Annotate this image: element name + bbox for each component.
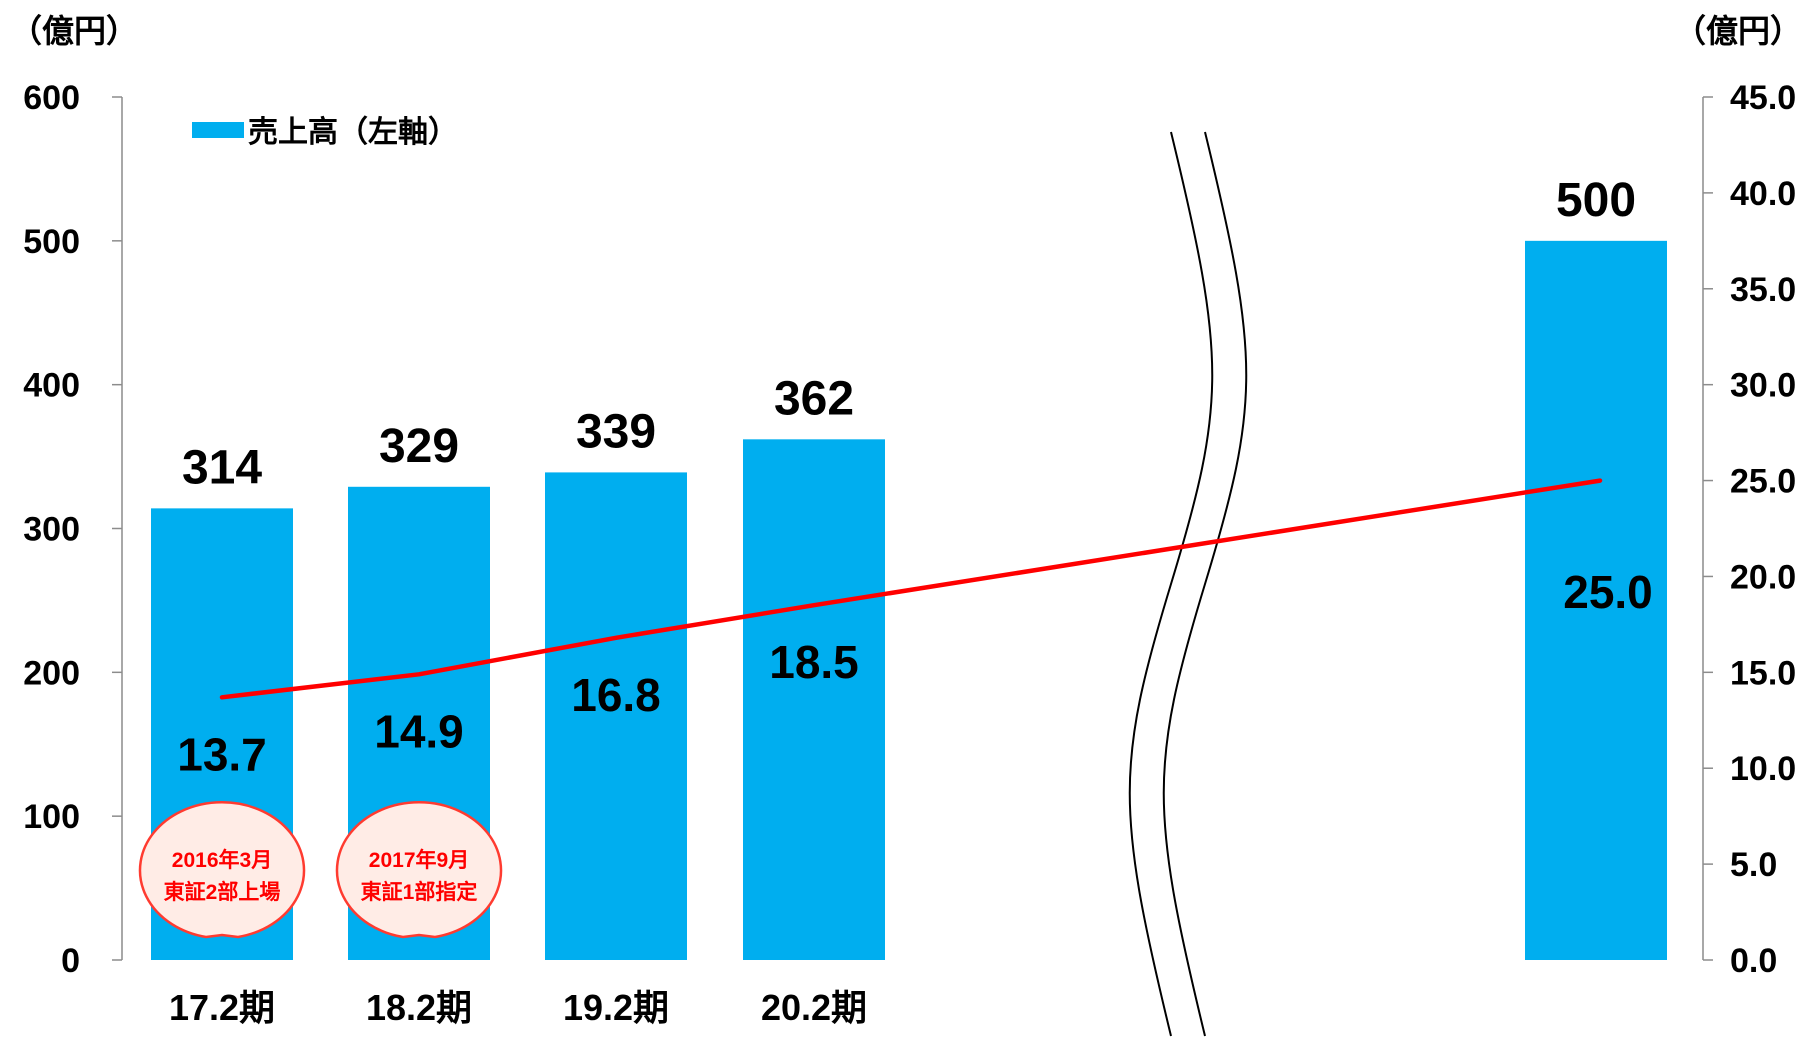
bar-value-label-2: 329 xyxy=(379,420,459,473)
callout-text-2-2: 東証1部指定 xyxy=(361,880,478,904)
line-value-label-3: 16.8 xyxy=(571,669,661,721)
left-axis-tick-label: 100 xyxy=(23,798,80,836)
labels-layer: 314 329 339 362 500 13.7 14.9 16.8 18.5 25.0 xyxy=(177,174,1653,780)
bar-value-label-3: 339 xyxy=(576,405,656,458)
legend: 売上高（左軸） xyxy=(192,115,458,149)
right-axis-tick-label: 20.0 xyxy=(1730,558,1796,596)
category-label-3: 19.2期 xyxy=(563,987,669,1028)
bar-value-label-1: 314 xyxy=(182,441,262,494)
bar-value-label-4: 362 xyxy=(774,372,854,425)
axis-break xyxy=(1128,127,1248,1041)
callout-bubble-1 xyxy=(138,801,306,939)
left-axis-tick-label: 200 xyxy=(23,654,80,692)
left-axis-tick-label: 600 xyxy=(23,79,80,117)
bar-4 xyxy=(743,439,885,960)
right-axis-tick-label: 10.0 xyxy=(1730,750,1796,788)
line-value-label-4: 18.5 xyxy=(769,636,859,688)
right-axis-tick-label: 45.0 xyxy=(1730,79,1796,117)
left-axis-unit: （億円） xyxy=(10,13,138,49)
callout-text-2-1: 2017年9月 xyxy=(369,848,469,872)
line-series xyxy=(219,478,1603,700)
right-axis-unit: （億円） xyxy=(1674,13,1802,49)
callout-bubble-2 xyxy=(335,801,503,939)
callout-text-1-2: 東証2部上場 xyxy=(164,880,281,904)
right-axis-tick-label: 0.0 xyxy=(1730,942,1777,980)
line-value-label-1: 13.7 xyxy=(177,728,267,780)
category-label-2: 18.2期 xyxy=(366,987,472,1028)
right-axis-tick-label: 40.0 xyxy=(1730,175,1796,213)
legend-swatch xyxy=(192,122,244,138)
bar-value-label-5: 500 xyxy=(1556,174,1636,227)
line-value-label-5: 25.0 xyxy=(1563,566,1653,618)
right-axis-tick-label: 15.0 xyxy=(1730,654,1796,692)
left-axis-tick-label: 400 xyxy=(23,367,80,405)
right-axis-tick-label: 25.0 xyxy=(1730,463,1796,501)
legend-label: 売上高（左軸） xyxy=(248,115,458,149)
bar-3 xyxy=(545,472,687,960)
callout-text-1-1: 2016年3月 xyxy=(172,848,272,872)
axis-break-line-left xyxy=(1128,131,1214,1037)
left-axis-tick-label: 300 xyxy=(23,511,80,549)
bars-layer xyxy=(151,240,1667,961)
line-value-label-2: 14.9 xyxy=(374,705,464,757)
axes-layer: 0 100 200 300 400 500 600 （億円） 0.0 5.0 10.0 15.0 20.… xyxy=(10,13,1802,1028)
line-layer xyxy=(219,478,1603,700)
left-axis-tick-label: 500 xyxy=(23,223,80,261)
axis-break-fill xyxy=(1129,127,1247,1041)
right-axis-tick-label: 5.0 xyxy=(1730,846,1777,884)
bar-5 xyxy=(1525,240,1667,961)
category-label-4: 20.2期 xyxy=(761,987,867,1028)
axis-break-line-right xyxy=(1162,131,1248,1037)
right-axis-tick-label: 30.0 xyxy=(1730,367,1796,405)
category-label-1: 17.2期 xyxy=(169,987,275,1028)
right-axis-tick-label: 35.0 xyxy=(1730,271,1796,309)
left-axis-tick-label: 0 xyxy=(61,942,80,980)
